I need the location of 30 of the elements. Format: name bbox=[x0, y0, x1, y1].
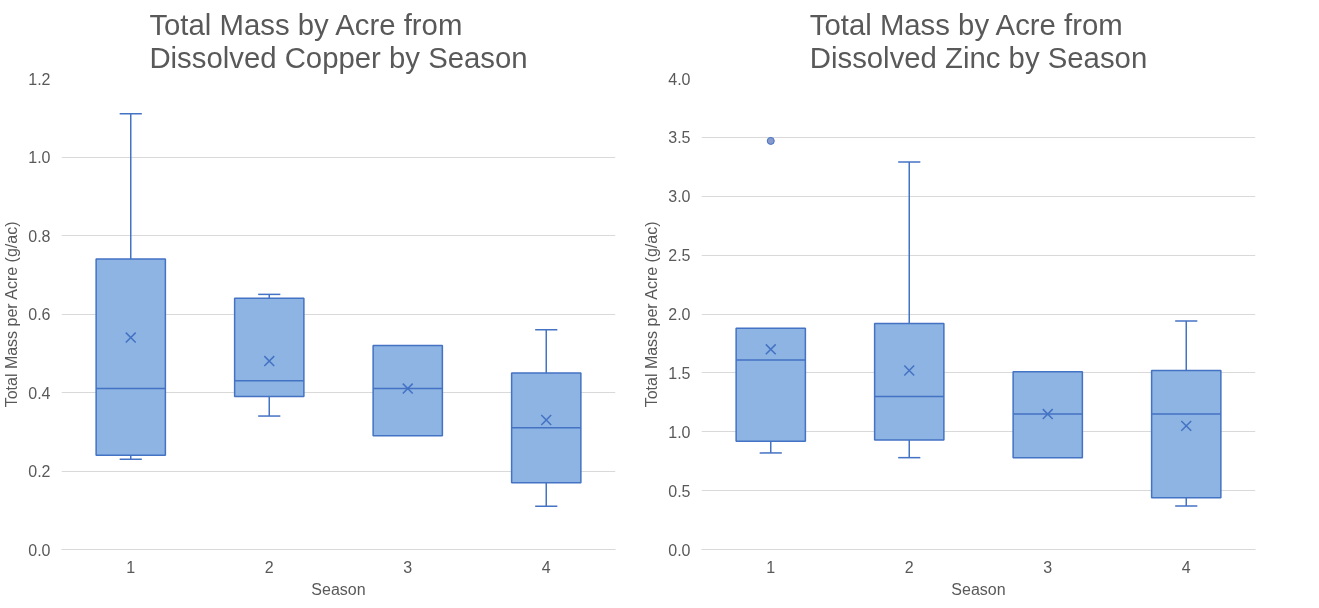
y-tick-label: 0.5 bbox=[668, 482, 691, 500]
x-tick-label: 1 bbox=[766, 558, 776, 576]
y-tick-label: 3.0 bbox=[668, 188, 691, 206]
y-axis-title: Total Mass per Acre (g/ac) bbox=[643, 221, 661, 408]
chart-title: Total Mass by Acre from Dissolved Zinc by Season bbox=[809, 7, 1148, 74]
y-tick-label: 1.0 bbox=[668, 423, 691, 441]
y-tick-label: 0.6 bbox=[28, 306, 51, 323]
x-axis-title: Season bbox=[951, 580, 1006, 598]
x-tick-label: 2 bbox=[264, 558, 274, 576]
y-tick-label: 1.0 bbox=[28, 149, 51, 166]
chart-title: Total Mass by Acre from Dissolved Copper by Season bbox=[149, 7, 528, 74]
y-tick-label: 0.8 bbox=[28, 227, 51, 245]
x-axis-title: Season bbox=[311, 580, 366, 598]
y-tick-label: 0.2 bbox=[28, 463, 51, 480]
y-tick-label: 3.5 bbox=[668, 129, 691, 147]
y-tick-label: 0.4 bbox=[28, 384, 51, 402]
y-axis-title: Total Mass per Acre (g/ac) bbox=[3, 221, 21, 408]
y-tick-label: 4.0 bbox=[668, 70, 691, 88]
y-tick-label: 0.0 bbox=[28, 541, 51, 559]
x-tick-label: 4 bbox=[541, 558, 551, 576]
y-tick-label: 2.5 bbox=[668, 247, 691, 265]
x-tick-label: 2 bbox=[904, 558, 914, 576]
y-tick-label: 1.5 bbox=[668, 364, 691, 382]
x-tick-label: 3 bbox=[1043, 558, 1053, 576]
y-tick-label: 2.0 bbox=[668, 306, 691, 323]
y-tick-label: 1.2 bbox=[28, 70, 51, 88]
x-tick-label: 3 bbox=[403, 558, 413, 576]
x-tick-label: 1 bbox=[126, 558, 136, 576]
y-tick-label: 0.0 bbox=[668, 541, 691, 559]
x-tick-label: 4 bbox=[1181, 558, 1191, 576]
